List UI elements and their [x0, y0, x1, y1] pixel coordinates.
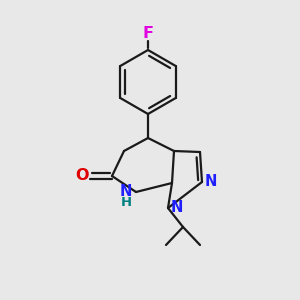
- Text: F: F: [142, 26, 154, 40]
- Text: N: N: [171, 200, 183, 215]
- Text: O: O: [75, 169, 89, 184]
- Text: N: N: [120, 184, 132, 200]
- Text: N: N: [205, 175, 217, 190]
- Text: H: H: [120, 196, 132, 208]
